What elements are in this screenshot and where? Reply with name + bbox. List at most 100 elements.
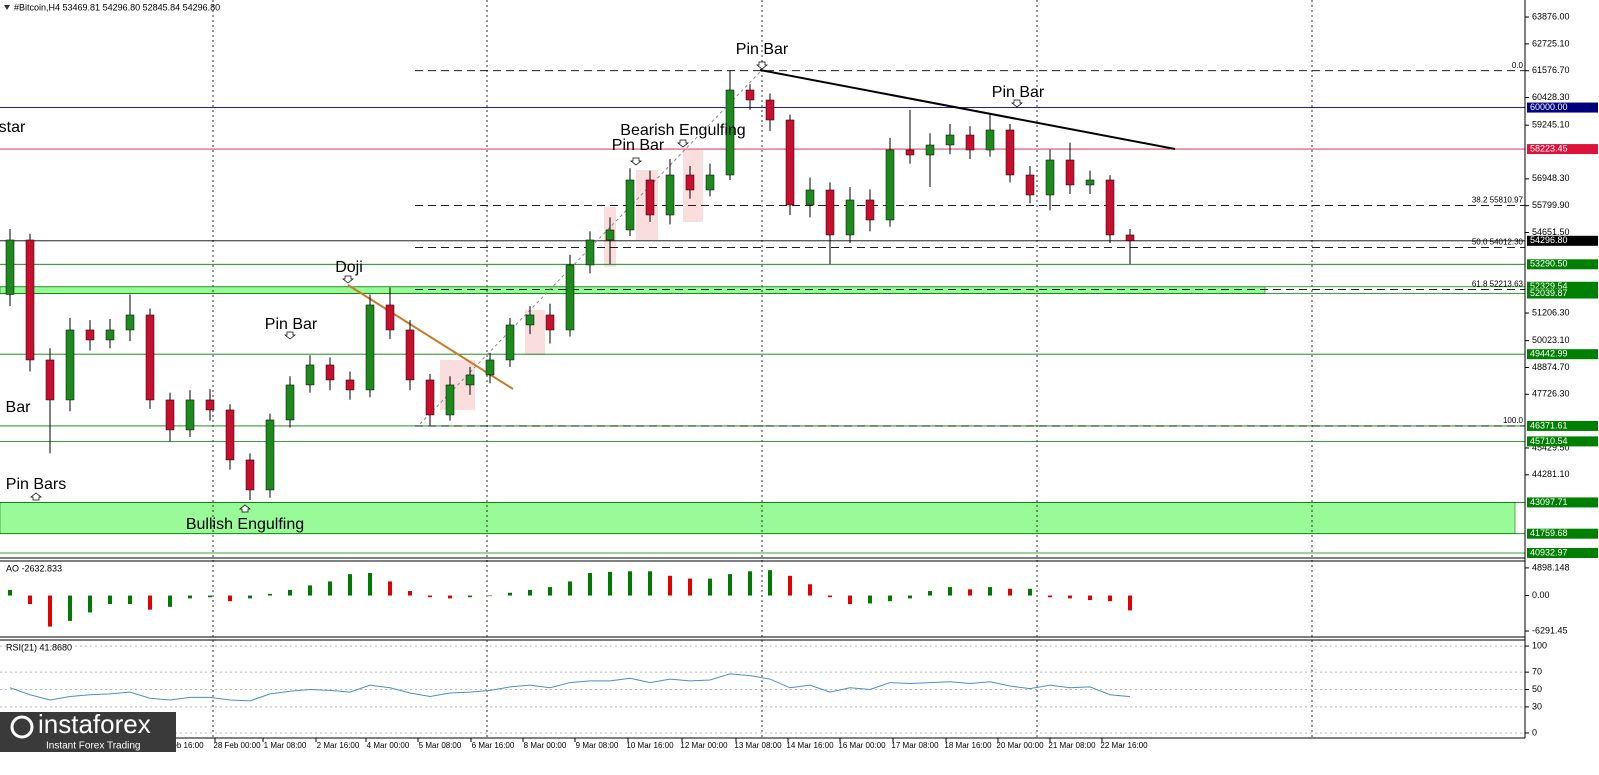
fib-label: 100.0 <box>1503 416 1524 425</box>
y-tick-label: 4898.148 <box>1532 562 1570 572</box>
ao-bar <box>688 578 692 596</box>
menu-triangle[interactable] <box>4 5 10 10</box>
annotation: Bar <box>6 399 32 416</box>
ao-bar <box>728 574 732 596</box>
level-label: 60000.00 <box>1530 102 1568 112</box>
arrow-marker <box>756 61 768 70</box>
candle-body <box>185 399 195 431</box>
ao-bar <box>328 581 332 596</box>
ao-bar <box>608 571 612 596</box>
y-tick-label: 50023.10 <box>1532 335 1570 345</box>
candle-body <box>865 199 875 221</box>
annotation: Pin Bar <box>612 137 665 154</box>
candle-body <box>485 359 495 376</box>
y-tick-label: 63876.00 <box>1532 11 1570 21</box>
ao-bar <box>288 589 292 596</box>
candle-body <box>625 179 635 231</box>
candle-body <box>645 179 655 216</box>
ao-bar <box>148 595 152 610</box>
candle-body <box>345 379 355 391</box>
level-tag <box>1527 349 1598 360</box>
annotation: Bullish Engulfing <box>186 516 304 533</box>
ao-bar <box>948 587 952 596</box>
level-label: 58223.45 <box>1530 143 1568 153</box>
y-tick-label: 48874.70 <box>1532 362 1570 372</box>
annotation: Pin Bar <box>736 41 789 58</box>
ao-bar <box>468 595 472 598</box>
candle-body <box>25 239 35 361</box>
candle-body <box>545 314 555 331</box>
level-label: 40932.97 <box>1530 547 1568 557</box>
candle-body <box>65 329 75 401</box>
y-tick-label: 0 <box>1532 727 1537 737</box>
level-label: 54296.80 <box>1530 235 1568 245</box>
x-tick-label: 22 Mar 16:00 <box>1100 741 1148 750</box>
arrow-marker <box>284 331 296 340</box>
candle-body <box>225 409 235 461</box>
level-label: 52039.87 <box>1530 288 1568 298</box>
fib-label: 38.2 55810.97 <box>1472 196 1524 205</box>
y-tick-label: 62725.10 <box>1532 38 1570 48</box>
ao-bar <box>808 584 812 596</box>
x-tick-label: 26 Feb 16:00 <box>156 741 204 750</box>
ao-bar <box>768 570 772 596</box>
candle-body <box>125 314 135 331</box>
level-tag <box>1527 497 1598 508</box>
level-tag <box>1527 144 1598 155</box>
trend-line <box>759 69 1176 150</box>
candle-body <box>885 149 895 221</box>
candle-body <box>525 314 535 326</box>
ao-bar <box>108 595 112 605</box>
candle-body <box>5 239 15 295</box>
level-label: 46371.61 <box>1530 420 1568 430</box>
x-tick-label: 13 Mar 08:00 <box>734 741 782 750</box>
candle-body <box>285 384 295 421</box>
x-tick-label: 21 Mar 08:00 <box>1048 741 1096 750</box>
ao-bar <box>408 591 412 596</box>
ao-bar <box>368 572 372 596</box>
x-tick-label: 20 Mar 00:00 <box>996 741 1044 750</box>
ao-bar <box>828 595 832 598</box>
y-tick-label: 56948.30 <box>1532 173 1570 183</box>
candle-body <box>325 364 335 381</box>
watermark-icon <box>10 715 34 739</box>
candle-body <box>685 174 695 191</box>
y-tick-label: 54651.50 <box>1532 227 1570 237</box>
candle-body <box>385 304 395 331</box>
arrow-marker <box>342 275 354 284</box>
x-tick-label: 1 Mar 08:00 <box>264 741 307 750</box>
ao-bar <box>848 595 852 605</box>
ao-bar <box>88 595 92 613</box>
ao-bar <box>568 581 572 596</box>
candle-body <box>1005 129 1015 176</box>
candle-body <box>45 359 55 401</box>
y-tick-label: 30 <box>1532 701 1542 711</box>
ao-bar <box>648 571 652 596</box>
y-tick-label: 45429.50 <box>1532 442 1570 452</box>
candle-body <box>665 174 675 216</box>
candle-body <box>725 89 735 176</box>
ao-bar <box>128 595 132 605</box>
level-tag <box>1527 548 1598 559</box>
candle-body <box>245 459 255 491</box>
candle-body <box>1065 159 1075 186</box>
x-tick-label: 2 Mar 16:00 <box>317 741 360 750</box>
candle-body <box>785 119 795 206</box>
ao-bar <box>748 571 752 596</box>
candle-body <box>985 129 995 151</box>
ao-bar <box>228 595 232 602</box>
level-tag <box>1527 235 1598 246</box>
level-tag <box>1527 281 1598 292</box>
arrow-marker <box>630 157 642 166</box>
ao-bar <box>1068 595 1072 599</box>
y-tick-label: 70 <box>1532 667 1542 677</box>
ao-bar <box>1048 595 1052 598</box>
support-zone <box>0 502 1516 534</box>
indicator-label: AO -2632.833 <box>6 563 62 573</box>
level-tag <box>1527 259 1598 270</box>
candle-body <box>605 229 615 241</box>
level-tag <box>1527 436 1598 447</box>
